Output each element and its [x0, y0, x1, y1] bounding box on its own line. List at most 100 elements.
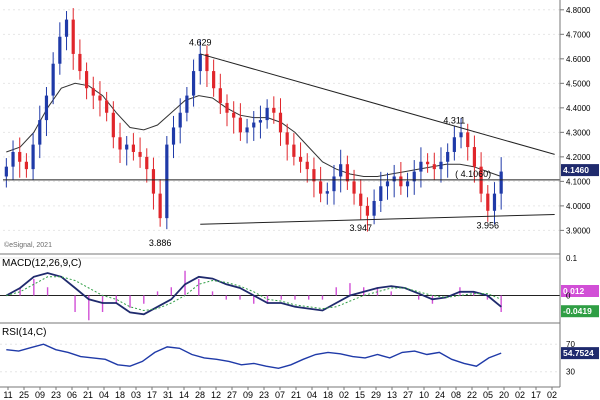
candle-body: [131, 144, 135, 152]
macd-line-0: [5, 272, 502, 316]
last-price-marker: [561, 164, 599, 177]
rsi-line: [6, 343, 502, 370]
x-tick-label: 03: [131, 390, 141, 400]
candle-body: [365, 205, 370, 216]
candle-body: [486, 193, 490, 211]
candle-body: [499, 171, 503, 194]
candle-body: [44, 95, 49, 121]
macd-value-label: -0.0419: [563, 306, 592, 316]
x-tick-label: 18: [323, 390, 333, 400]
candle-body: [472, 147, 477, 167]
candle-body: [319, 181, 323, 194]
x-tick-label: 09: [35, 390, 45, 400]
watermark-text: ©eSignal, 2021: [4, 241, 52, 249]
candle-body: [372, 200, 376, 216]
x-tick-label: 13: [387, 390, 397, 400]
x-tick-label: 24: [435, 390, 445, 400]
price-y-tick-label: 4.6000: [566, 55, 591, 64]
x-tick-label: 15: [355, 390, 365, 400]
candle-body: [38, 120, 42, 145]
x-tick-label: 09: [243, 390, 253, 400]
rsi-last-marker: [561, 347, 599, 360]
candle-body: [78, 53, 82, 72]
x-tick-label: 02: [515, 390, 525, 400]
candle-body: [292, 144, 296, 157]
candle-body: [205, 53, 209, 72]
x-tick-label: 08: [451, 390, 461, 400]
candle-body: [165, 144, 169, 219]
candle-body: [345, 164, 349, 182]
x-tick-label: 25: [19, 390, 29, 400]
x-tick-label: 04: [307, 390, 317, 400]
candle-body: [298, 156, 303, 162]
price-y-tick-label: 4.4000: [566, 104, 591, 113]
x-tick-label: 27: [227, 390, 237, 400]
candle-body: [492, 193, 497, 211]
price-y-tick-label: 4.2000: [566, 153, 591, 162]
candle-body: [305, 161, 309, 170]
x-tick-label: 14: [179, 390, 189, 400]
candle-body: [332, 176, 336, 192]
x-tick-label: 17: [531, 390, 541, 400]
resistance-trendline: [200, 53, 555, 155]
macd-y-tick-label: 0.1: [566, 254, 578, 263]
candle-body: [191, 71, 196, 96]
x-tick-label: 05: [483, 390, 493, 400]
candle-body: [24, 161, 29, 170]
price-y-tick-label: 4.3000: [566, 128, 591, 137]
candle-body: [198, 53, 202, 72]
candle-body: [426, 161, 430, 165]
price-annotation-label: 3.947: [349, 223, 372, 233]
price-annotation-label: ( 4.1060): [455, 169, 491, 179]
rsi-panel: RSI(14,C) 54.7524: [0, 322, 599, 373]
candle-body: [379, 186, 383, 201]
rsi-y-tick-label: 70: [566, 340, 575, 349]
candle-body: [452, 137, 456, 152]
candle-body: [111, 112, 115, 138]
candle-body: [225, 102, 229, 113]
candle-body: [238, 117, 242, 133]
candle-body: [84, 71, 89, 89]
x-tick-label: 20: [499, 390, 509, 400]
candle-body: [245, 127, 249, 133]
candle-body: [312, 169, 316, 182]
x-tick-label: 04: [99, 390, 109, 400]
candle-body: [178, 112, 182, 128]
candle-body: [272, 107, 276, 113]
price-annotation-label: 3.886: [149, 238, 172, 248]
candle-body: [232, 112, 236, 118]
x-tick-label: 23: [51, 390, 61, 400]
candle-body: [64, 19, 69, 37]
x-tick-label: 07: [275, 390, 285, 400]
candle-body: [11, 151, 15, 167]
macd-line-1: [6, 276, 502, 312]
x-tick-label: 18: [115, 390, 125, 400]
candle-body: [105, 100, 109, 113]
candle-body: [325, 191, 329, 194]
candle-body: [158, 193, 162, 219]
candle-body: [412, 171, 416, 182]
candle-body: [392, 176, 396, 182]
x-tick-label: 02: [547, 390, 557, 400]
candle-body: [212, 71, 216, 89]
price-y-tick-label: 4.0000: [566, 202, 591, 211]
price-annotation-label: 3.956: [477, 221, 500, 231]
price-y-tick-label: 4.5000: [566, 79, 591, 88]
macd-value-label: 0.012: [563, 286, 585, 296]
candle-body: [265, 107, 269, 121]
x-tick-label: 12: [211, 390, 221, 400]
candle-body: [419, 161, 423, 172]
price-y-tick-label: 4.1000: [566, 177, 591, 186]
candle-body: [71, 19, 75, 54]
last-price-label: 4.1460: [563, 165, 589, 175]
price-y-tick-label: 4.8000: [566, 6, 591, 15]
macd-panel: MACD(12,26,9,C) 0.012 -0.0419: [0, 253, 599, 321]
price-panel: 4.629 3.886 3.947 4.311 3.956 ( 4.1060) 4.146…: [3, 8, 599, 249]
candle-body: [185, 95, 189, 113]
candle-body: [18, 151, 22, 162]
x-tick-label: 31: [163, 390, 173, 400]
macd-y-tick-label: 0: [566, 292, 571, 301]
candle-body: [399, 176, 403, 187]
support-trendline: [200, 213, 555, 225]
x-axis: 11 25 09 23 06 21 04 18 03 17 31 14 28 12 27 09 23 07 21 04…: [0, 386, 560, 400]
